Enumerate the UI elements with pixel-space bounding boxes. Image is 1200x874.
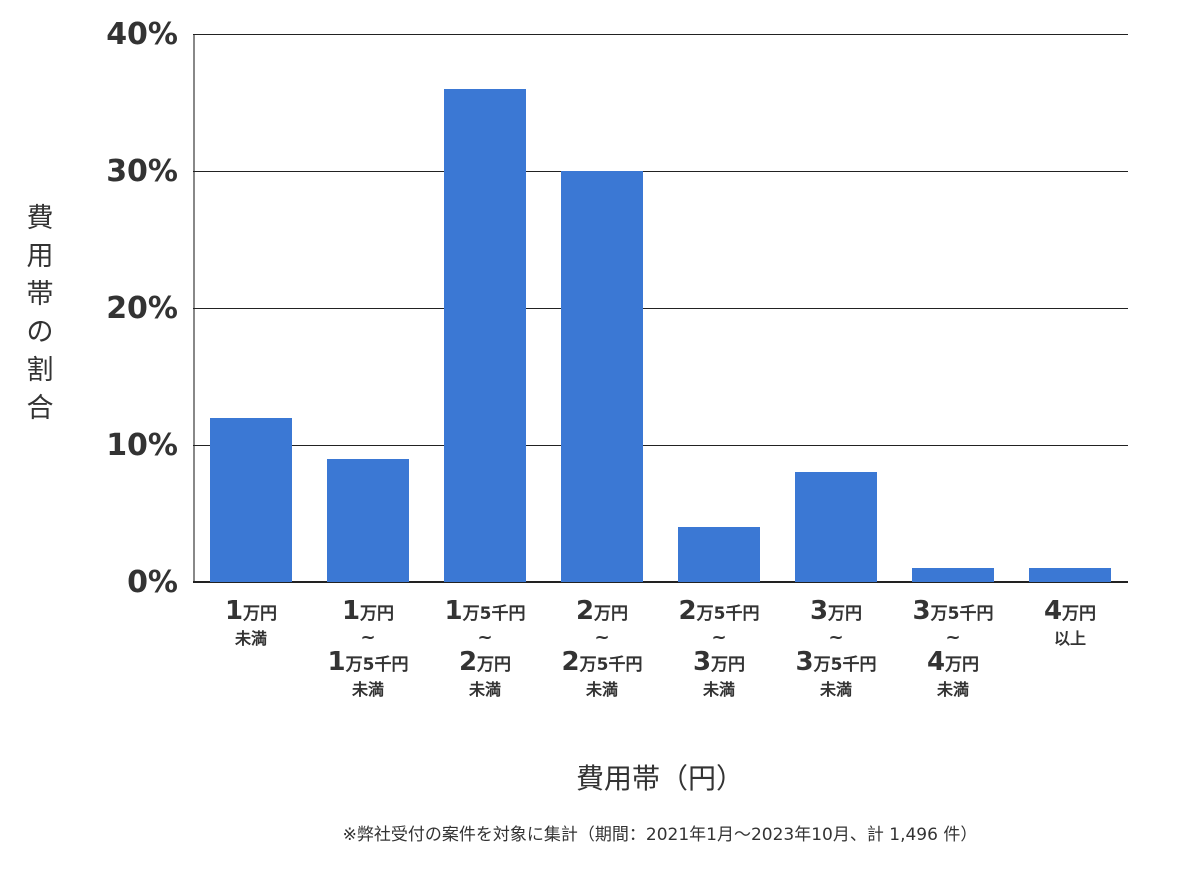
bar	[912, 568, 994, 582]
bar	[561, 171, 643, 582]
y-axis-label-char: 合	[26, 393, 54, 424]
x-category-label: 1万円 ~1万5千円 未満	[327, 596, 409, 699]
x-axis-label: 費用帯（円）	[575, 762, 744, 795]
x-category-label: 2万5千円 ~3万円 未満	[678, 596, 760, 699]
y-axis-label: 費用帯の割合	[22, 200, 58, 428]
y-tick-label: 20%	[106, 291, 178, 326]
x-category-label: 1万円 未満	[224, 596, 278, 648]
y-axis-label-char: の	[26, 317, 54, 348]
gridline	[193, 34, 1128, 35]
x-category-label: 3万5千円 ~4万円 未満	[912, 596, 994, 699]
gridline	[193, 308, 1128, 309]
bar	[210, 417, 292, 582]
gridline	[193, 171, 1128, 172]
y-tick-label: 40%	[106, 17, 178, 52]
bar	[678, 527, 760, 582]
bar	[795, 472, 877, 582]
x-category-label: 4万円 以上	[1043, 596, 1097, 648]
plot-area	[193, 34, 1128, 583]
x-category-label: 2万円 ~2万5千円 未満	[561, 596, 643, 699]
x-category-label: 3万円 ~3万5千円 未満	[795, 596, 877, 699]
bar	[444, 88, 526, 582]
y-axis-label-char: 費	[26, 203, 54, 234]
footnote: ※弊社受付の案件を対象に集計（期間：2021年1月〜2023年10月、計 1,4…	[342, 825, 978, 845]
y-tick-label: 0%	[127, 565, 178, 600]
x-axis-line	[193, 581, 1128, 583]
y-axis-label-char: 割	[26, 355, 54, 386]
bar	[1029, 568, 1111, 582]
bar	[327, 458, 409, 582]
gridline	[193, 445, 1128, 446]
y-tick-label: 10%	[106, 428, 178, 463]
y-axis-label-char: 帯	[26, 279, 54, 310]
x-category-label: 1万5千円 ~2万円 未満	[444, 596, 526, 699]
y-axis-label-char: 用	[26, 241, 54, 272]
y-tick-label: 30%	[106, 154, 178, 189]
